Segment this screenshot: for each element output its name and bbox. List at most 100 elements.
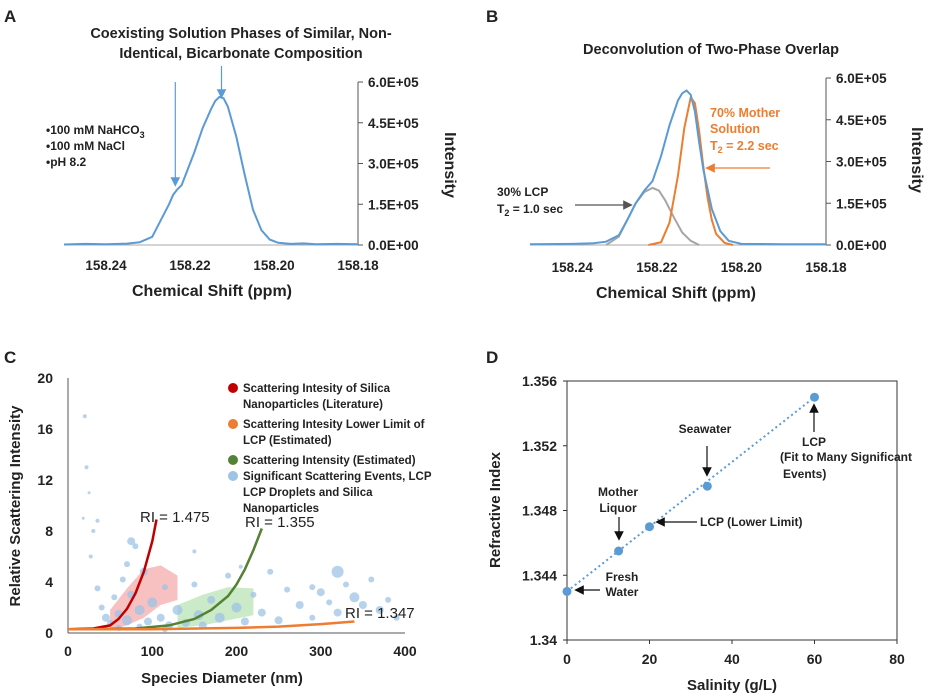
panel-a-note-nahco3: •100 mM NaHCO3: [46, 123, 145, 140]
panel-b-ytick-label: 1.5E+05: [836, 196, 887, 211]
panel-c-data-point: [124, 561, 130, 568]
panel-d-xtick-label: 60: [807, 651, 823, 667]
panel-d-data-point: [614, 546, 624, 556]
panel-a-y-label: Intensity: [441, 132, 458, 198]
panel-b-title: Deconvolution of Two-Phase Overlap: [583, 42, 839, 58]
panel-letter-d: D: [486, 348, 498, 367]
panel-b-xtick-label: 158.20: [721, 260, 762, 275]
panel-c-data-point: [81, 516, 85, 520]
panel-c-data-point: [144, 617, 152, 626]
panel-c-data-point: [257, 608, 266, 617]
panel-c-data-point: [95, 518, 100, 523]
panel-c-data-point: [393, 614, 400, 621]
panel-c-data-point: [333, 608, 342, 617]
panel-c-data-point: [132, 543, 139, 550]
panel-c-label-ri-1355: RI = 1.355: [245, 514, 315, 531]
panel-c-data-point: [295, 601, 304, 609]
panel-c-data-point: [91, 529, 96, 533]
panel-b-xtick-label: 158.24: [552, 260, 594, 275]
panel-d-x-ticks: 0 20 40 60 80: [563, 640, 905, 667]
panel-c-data-point: [214, 612, 225, 623]
label-lcp-fit-3: Events): [783, 467, 826, 481]
panel-c-legend: Scattering Intesity of Silica Nanopartic…: [228, 383, 432, 515]
panel-c-data-point: [127, 537, 136, 546]
label-fresh-2: Water: [606, 585, 639, 599]
panel-c-data-point: [349, 592, 360, 603]
panel-d-data-point: [810, 392, 819, 402]
panel-d-data-point: [645, 522, 654, 532]
panel-d-y-label: Refractive Index: [487, 451, 504, 568]
panel-c-silica-band: [110, 565, 178, 631]
panel-a-y-ticks: 0.0E+00 1.5E+05 3.0E+05 4.5E+05 6.0E+05: [358, 75, 419, 253]
panel-c-data-point: [343, 581, 349, 588]
panel-c-data-point: [192, 549, 197, 554]
panel-c-data-point: [368, 576, 375, 583]
panel-c-data-point: [225, 572, 232, 579]
panel-c-data-point: [98, 604, 105, 611]
panel-c-ytick-label: 20: [37, 370, 53, 386]
panel-b-y-label: Intensity: [908, 127, 925, 193]
panel-a-xtick-label: 158.22: [169, 258, 210, 273]
label-lcp-lower: LCP (Lower Limit): [700, 515, 802, 529]
panel-b-ytick-label: 3.0E+05: [836, 155, 887, 170]
panel-a-xtick-label: 158.24: [85, 258, 127, 273]
panel-b-lcp-label: 30% LCP: [497, 185, 548, 199]
label-lcp-fit-2: (Fit to Many Significant: [780, 450, 912, 464]
panel-letter-b: B: [486, 7, 498, 26]
panel-a-title-line2: Identical, Bicarbonate Composition: [119, 46, 362, 62]
panel-b-mother-t2: T2 = 2.2 sec: [710, 139, 779, 155]
panel-d-points: [562, 392, 819, 596]
panel-b-ytick-label: 6.0E+05: [836, 71, 887, 86]
panel-d-ytick-label: 1.352: [522, 438, 557, 454]
panel-b-xtick-label: 158.22: [636, 260, 677, 275]
panel-c-data-point: [134, 605, 145, 615]
panel-c-data-point: [238, 564, 243, 569]
panel-a-ytick-label: 0.0E+00: [368, 238, 419, 253]
panel-c-data-point: [87, 491, 91, 495]
legend-marker-lcp-lower: [228, 419, 238, 429]
panel-c-data-point: [147, 597, 158, 608]
panel-c-data-point: [161, 584, 168, 591]
panel-c-data-point: [122, 615, 132, 626]
panel-a-note-ph: •pH 8.2: [46, 155, 87, 169]
panel-d-xtick-label: 40: [724, 651, 740, 667]
panel-b-mother-label-2: Solution: [710, 122, 760, 136]
panel-c-data-point: [375, 606, 384, 614]
label-mother-2: Liquor: [599, 501, 637, 515]
panel-b-x-label: Chemical Shift (ppm): [596, 285, 756, 302]
panel-c-data-point: [111, 594, 118, 601]
panel-d-x-label: Salinity (g/L): [687, 677, 777, 694]
panel-c-data-point: [94, 585, 101, 592]
panel-c-ytick-label: 12: [37, 472, 53, 488]
panel-c-data-point: [267, 568, 274, 575]
panel-d-data-point: [562, 586, 572, 596]
panel-c-xtick-label: 0: [64, 643, 72, 659]
panel-c-data-point: [309, 614, 316, 621]
panel-c-data-point: [274, 616, 283, 625]
panel-b-y-ticks: 0.0E+00 1.5E+05 3.0E+05 4.5E+05 6.0E+05: [826, 71, 887, 253]
panel-c-data-point: [207, 595, 216, 604]
panel-b-mother-label-1: 70% Mother: [710, 106, 780, 120]
panel-d-ytick-label: 1.344: [522, 567, 557, 583]
panel-b-mother-component: [648, 95, 734, 246]
label-lcp-fit-1: LCP: [802, 435, 826, 449]
legend-silica-2: Nanoparticles (Literature): [243, 399, 383, 411]
panel-a-xtick-label: 158.20: [253, 258, 294, 273]
legend-significant-2: Significant Scattering Events, LCP: [243, 471, 432, 483]
panel-c-data-point: [191, 581, 198, 588]
panel-c-label-ri-1475: RI = 1.475: [140, 509, 210, 526]
panel-a-ytick-label: 4.5E+05: [368, 116, 419, 131]
panel-c-data-point: [358, 601, 367, 609]
panel-c-y-ticks: 0 4 8 12 16 20: [37, 370, 53, 641]
panel-letter-c: C: [4, 348, 16, 367]
panel-c-x-label: Species Diameter (nm): [141, 670, 303, 687]
panel-c-xtick-label: 200: [225, 643, 249, 659]
panel-c-xtick-label: 400: [393, 643, 417, 659]
panel-d-xtick-label: 80: [889, 651, 905, 667]
panel-a: A Coexisting Solution Phases of Similar,…: [4, 7, 458, 300]
legend-lcp-lower-1: Scattering Intesity Lower Limit of: [243, 419, 425, 431]
panel-c-data-point: [119, 576, 126, 583]
panel-a-x-ticks: 158.24 158.22 158.20 158.18: [85, 258, 379, 273]
legend-silica-1: Scattering Intesity of Silica: [243, 383, 391, 395]
